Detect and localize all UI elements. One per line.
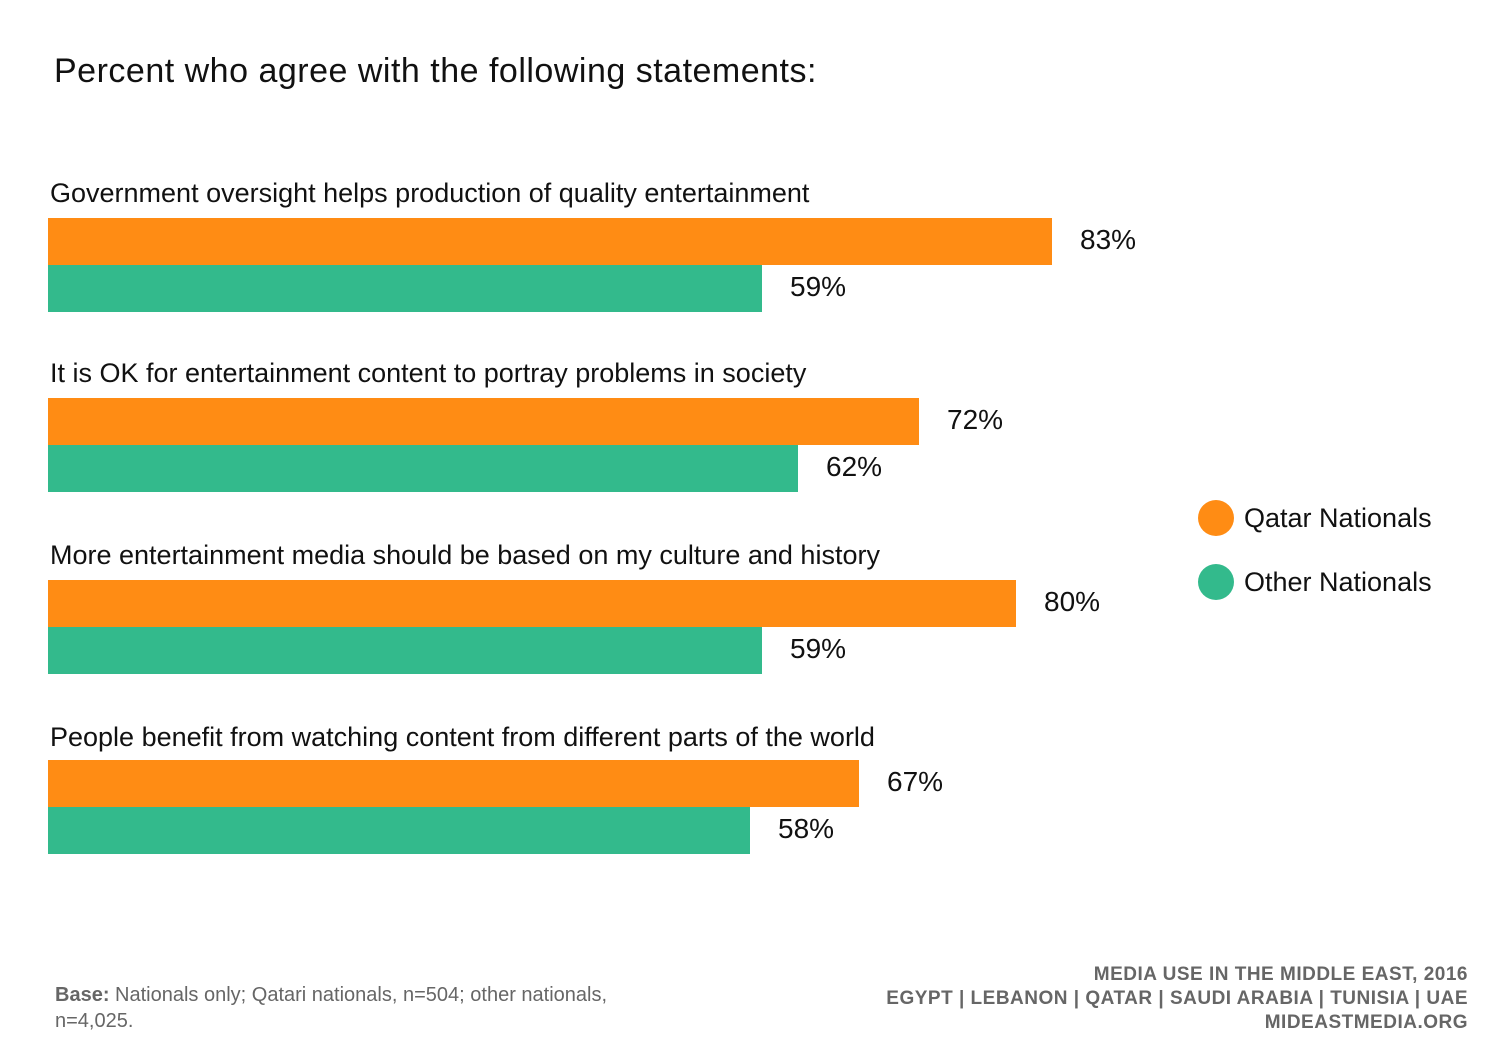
bar-other [48, 627, 762, 674]
category-label: It is OK for entertainment content to po… [50, 358, 807, 388]
bar-other [48, 265, 762, 312]
data-label: 59% [790, 633, 847, 664]
bar-qatar [48, 218, 1052, 265]
data-label: 72% [947, 404, 1004, 435]
data-label: 58% [778, 813, 835, 844]
data-label: 62% [826, 451, 883, 482]
bar-other [48, 807, 750, 854]
bar-qatar [48, 398, 919, 445]
base-note-label: Base: [55, 984, 110, 1006]
legend-swatch-other [1198, 564, 1234, 600]
chart-title: Percent who agree with the following sta… [54, 52, 817, 90]
bar-qatar [48, 580, 1016, 627]
legend-label-other: Other Nationals [1244, 566, 1432, 597]
bar-qatar [48, 760, 859, 807]
legend-swatch-qatar [1198, 500, 1234, 536]
legend: Qatar Nationals Other Nationals [1198, 498, 1432, 626]
category-label: More entertainment media should be based… [50, 540, 880, 570]
base-note-text: Nationals only; Qatari nationals, n=504;… [55, 984, 608, 1032]
legend-label-qatar: Qatar Nationals [1244, 502, 1432, 533]
credit-line-2: EGYPT | LEBANON | QATAR | SAUDI ARABIA |… [886, 988, 1468, 1009]
category-label: Government oversight helps production of… [50, 178, 810, 208]
data-label: 67% [887, 766, 944, 797]
base-note: Base: Nationals only; Qatari nationals, … [55, 982, 615, 1034]
legend-item-other: Other Nationals [1198, 562, 1432, 602]
data-label: 59% [790, 271, 847, 302]
data-label: 80% [1044, 586, 1101, 617]
category-label: People benefit from watching content fro… [50, 722, 875, 752]
legend-item-qatar: Qatar Nationals [1198, 498, 1432, 538]
data-label: 83% [1080, 224, 1137, 255]
bar-other [48, 445, 798, 492]
credit-line-3: MIDEASTMEDIA.ORG [1264, 1012, 1468, 1033]
credit-line-1: MEDIA USE IN THE MIDDLE EAST, 2016 [1093, 964, 1468, 985]
source-credit: MEDIA USE IN THE MIDDLE EAST, 2016 EGYPT… [886, 963, 1468, 1035]
